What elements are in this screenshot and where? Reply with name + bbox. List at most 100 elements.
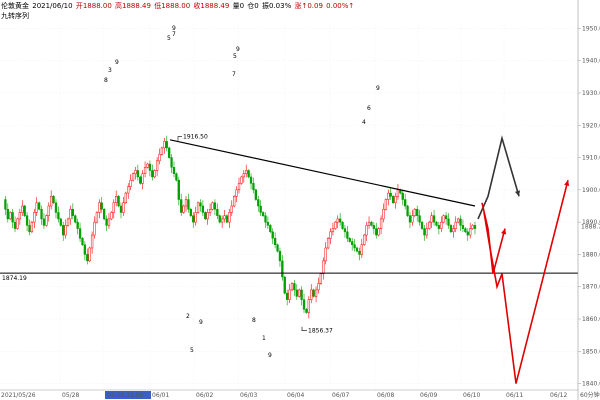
x-tick-label: 60分钟 <box>580 391 600 399</box>
candle-body <box>401 192 404 200</box>
candle-body <box>213 202 217 210</box>
candle-body <box>305 309 308 313</box>
low-value: 低1888.00 <box>154 2 191 10</box>
candle-body <box>18 212 22 220</box>
volume-value: 量0 <box>232 2 245 10</box>
candle-body <box>358 250 361 255</box>
candle-body <box>269 225 272 233</box>
x-tick-label: 05/28 <box>62 392 79 399</box>
candle-body <box>290 283 294 291</box>
candle-body <box>71 208 74 216</box>
candle-body <box>228 212 231 223</box>
candle-body <box>235 189 238 197</box>
candle-body <box>459 218 462 226</box>
y-tick-label: 1880.00 <box>582 251 600 258</box>
red-projection-arrow-1-head <box>501 228 507 235</box>
candle-body <box>21 205 24 213</box>
candle-body <box>442 215 445 223</box>
candle-body <box>432 215 436 223</box>
candle-body <box>319 273 323 284</box>
candle-body <box>117 196 120 207</box>
candle-body <box>102 208 106 220</box>
candle-body <box>131 173 135 181</box>
bar-date: 2021/06/10 <box>32 2 73 10</box>
current-price-label: 1888.72 <box>581 223 600 230</box>
candle-body <box>425 228 428 236</box>
candle-body <box>413 208 416 216</box>
sequence-label: 9 <box>115 59 119 66</box>
candle-body <box>110 212 113 220</box>
candle-body <box>105 218 108 226</box>
candle-body <box>247 170 250 178</box>
candle-body <box>440 221 443 229</box>
candles <box>4 135 477 319</box>
high-value: 高1888.49 <box>115 2 151 10</box>
candle-body <box>119 205 123 213</box>
candle-body <box>423 228 426 236</box>
candle-body <box>449 225 453 233</box>
y-tick-label: 1890.00 <box>582 219 600 226</box>
candle-body <box>307 299 310 313</box>
candle-body <box>155 160 159 171</box>
candle-body <box>261 212 265 216</box>
y-axis: 1950.00 1940.00 1930.00 1920.00 1910.00 1900.… <box>577 0 600 400</box>
candle-body <box>430 215 433 223</box>
sequence-label: 5 <box>233 53 237 60</box>
candle-body <box>353 244 356 249</box>
red-projection-arrow-2 <box>483 179 569 384</box>
candle-body <box>204 212 207 220</box>
candle-body <box>334 221 337 229</box>
candle-body <box>454 221 457 229</box>
candle-body <box>298 289 301 297</box>
y-tick-label: 1950.00 <box>582 25 600 32</box>
candle-body <box>216 208 219 216</box>
candle-body <box>23 205 26 216</box>
candle-body <box>375 228 378 236</box>
candle-body <box>211 202 214 210</box>
support-label: 1874.19 <box>2 275 27 282</box>
candle-body <box>146 163 149 168</box>
candle-body <box>182 205 185 213</box>
candle-body <box>81 238 84 245</box>
candle-body <box>367 221 371 226</box>
y-tick-label: 1860.00 <box>582 316 600 323</box>
sequence-label: 9 <box>199 319 203 326</box>
candle-body <box>379 218 383 229</box>
candle-body <box>355 247 359 252</box>
x-tick-label: 06/08 <box>377 392 394 399</box>
sequence-label: 9 <box>268 352 272 359</box>
candle-body <box>331 228 335 233</box>
candle-body <box>444 215 448 220</box>
candle-body <box>322 260 325 275</box>
candle-body <box>382 208 385 220</box>
candle-body <box>139 176 142 184</box>
candle-body <box>281 260 284 278</box>
candle-body <box>74 215 77 223</box>
candle-body <box>326 238 330 249</box>
candle-body <box>45 215 48 226</box>
candle-body <box>69 208 72 220</box>
candle-body <box>396 189 400 197</box>
sequence-label: 7 <box>172 31 176 38</box>
candle-body <box>28 225 31 233</box>
close-value: 收1888.49 <box>193 2 230 10</box>
sequence-label: 7 <box>232 71 236 78</box>
sequence-label: 5 <box>167 35 171 42</box>
y-tick-label: 1920.00 <box>582 122 600 129</box>
candle-body <box>286 292 289 300</box>
candle-body <box>271 231 274 239</box>
candle-body <box>6 208 9 220</box>
change-pct-value: 0.00%↑ <box>326 2 355 10</box>
candle-body <box>428 221 431 229</box>
candle-body <box>30 221 34 233</box>
sequence-label: 2 <box>186 313 190 320</box>
candle-body <box>47 205 50 216</box>
candle-body <box>151 170 154 178</box>
candle-body <box>225 215 229 223</box>
candle-body <box>348 238 351 242</box>
candle-body <box>25 215 29 226</box>
candle-body <box>143 167 147 174</box>
candle-body <box>52 196 55 204</box>
candle-body <box>62 225 65 236</box>
